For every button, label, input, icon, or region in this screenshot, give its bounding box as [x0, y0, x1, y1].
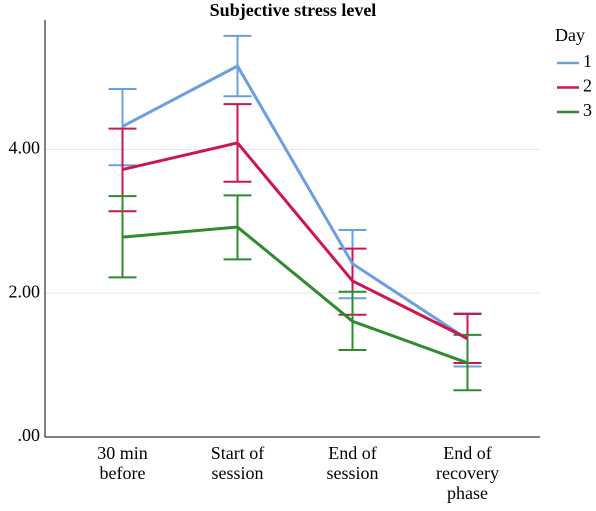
x-tick-label: 30 min — [97, 443, 148, 463]
x-tick-label: End of — [328, 443, 377, 463]
legend-label: 3 — [583, 100, 592, 120]
y-tick-label: 4.00 — [9, 138, 41, 158]
y-tick-label: .00 — [18, 425, 41, 445]
legend-title: Day — [555, 25, 585, 45]
series-line — [121, 64, 469, 341]
legend-label: 2 — [583, 76, 592, 96]
x-tick-label: before — [100, 463, 146, 483]
x-tick-label: Start of — [211, 443, 265, 463]
x-tick-label: session — [326, 463, 378, 483]
chart-title: Subjective stress level — [210, 0, 377, 20]
x-tick-label: session — [211, 463, 263, 483]
series-line — [122, 225, 469, 365]
x-tick-label: phase — [447, 483, 488, 503]
series-line — [122, 141, 469, 340]
x-tick-label: recovery — [436, 463, 499, 483]
legend-label: 1 — [583, 51, 592, 71]
y-tick-label: 2.00 — [9, 281, 41, 301]
x-tick-label: End of — [443, 443, 492, 463]
